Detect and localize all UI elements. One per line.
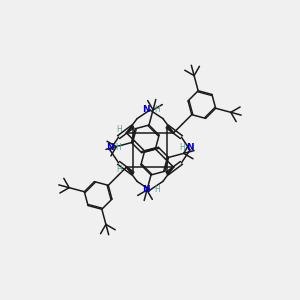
Text: H: H [116,166,122,175]
Text: N: N [142,106,149,115]
Text: H: H [179,142,185,152]
Text: N: N [186,142,194,152]
Text: H: H [154,106,160,115]
Text: H: H [115,142,121,152]
Text: N: N [106,142,114,152]
Text: N: N [142,185,149,194]
Text: H: H [154,185,160,194]
Text: H: H [116,125,122,134]
